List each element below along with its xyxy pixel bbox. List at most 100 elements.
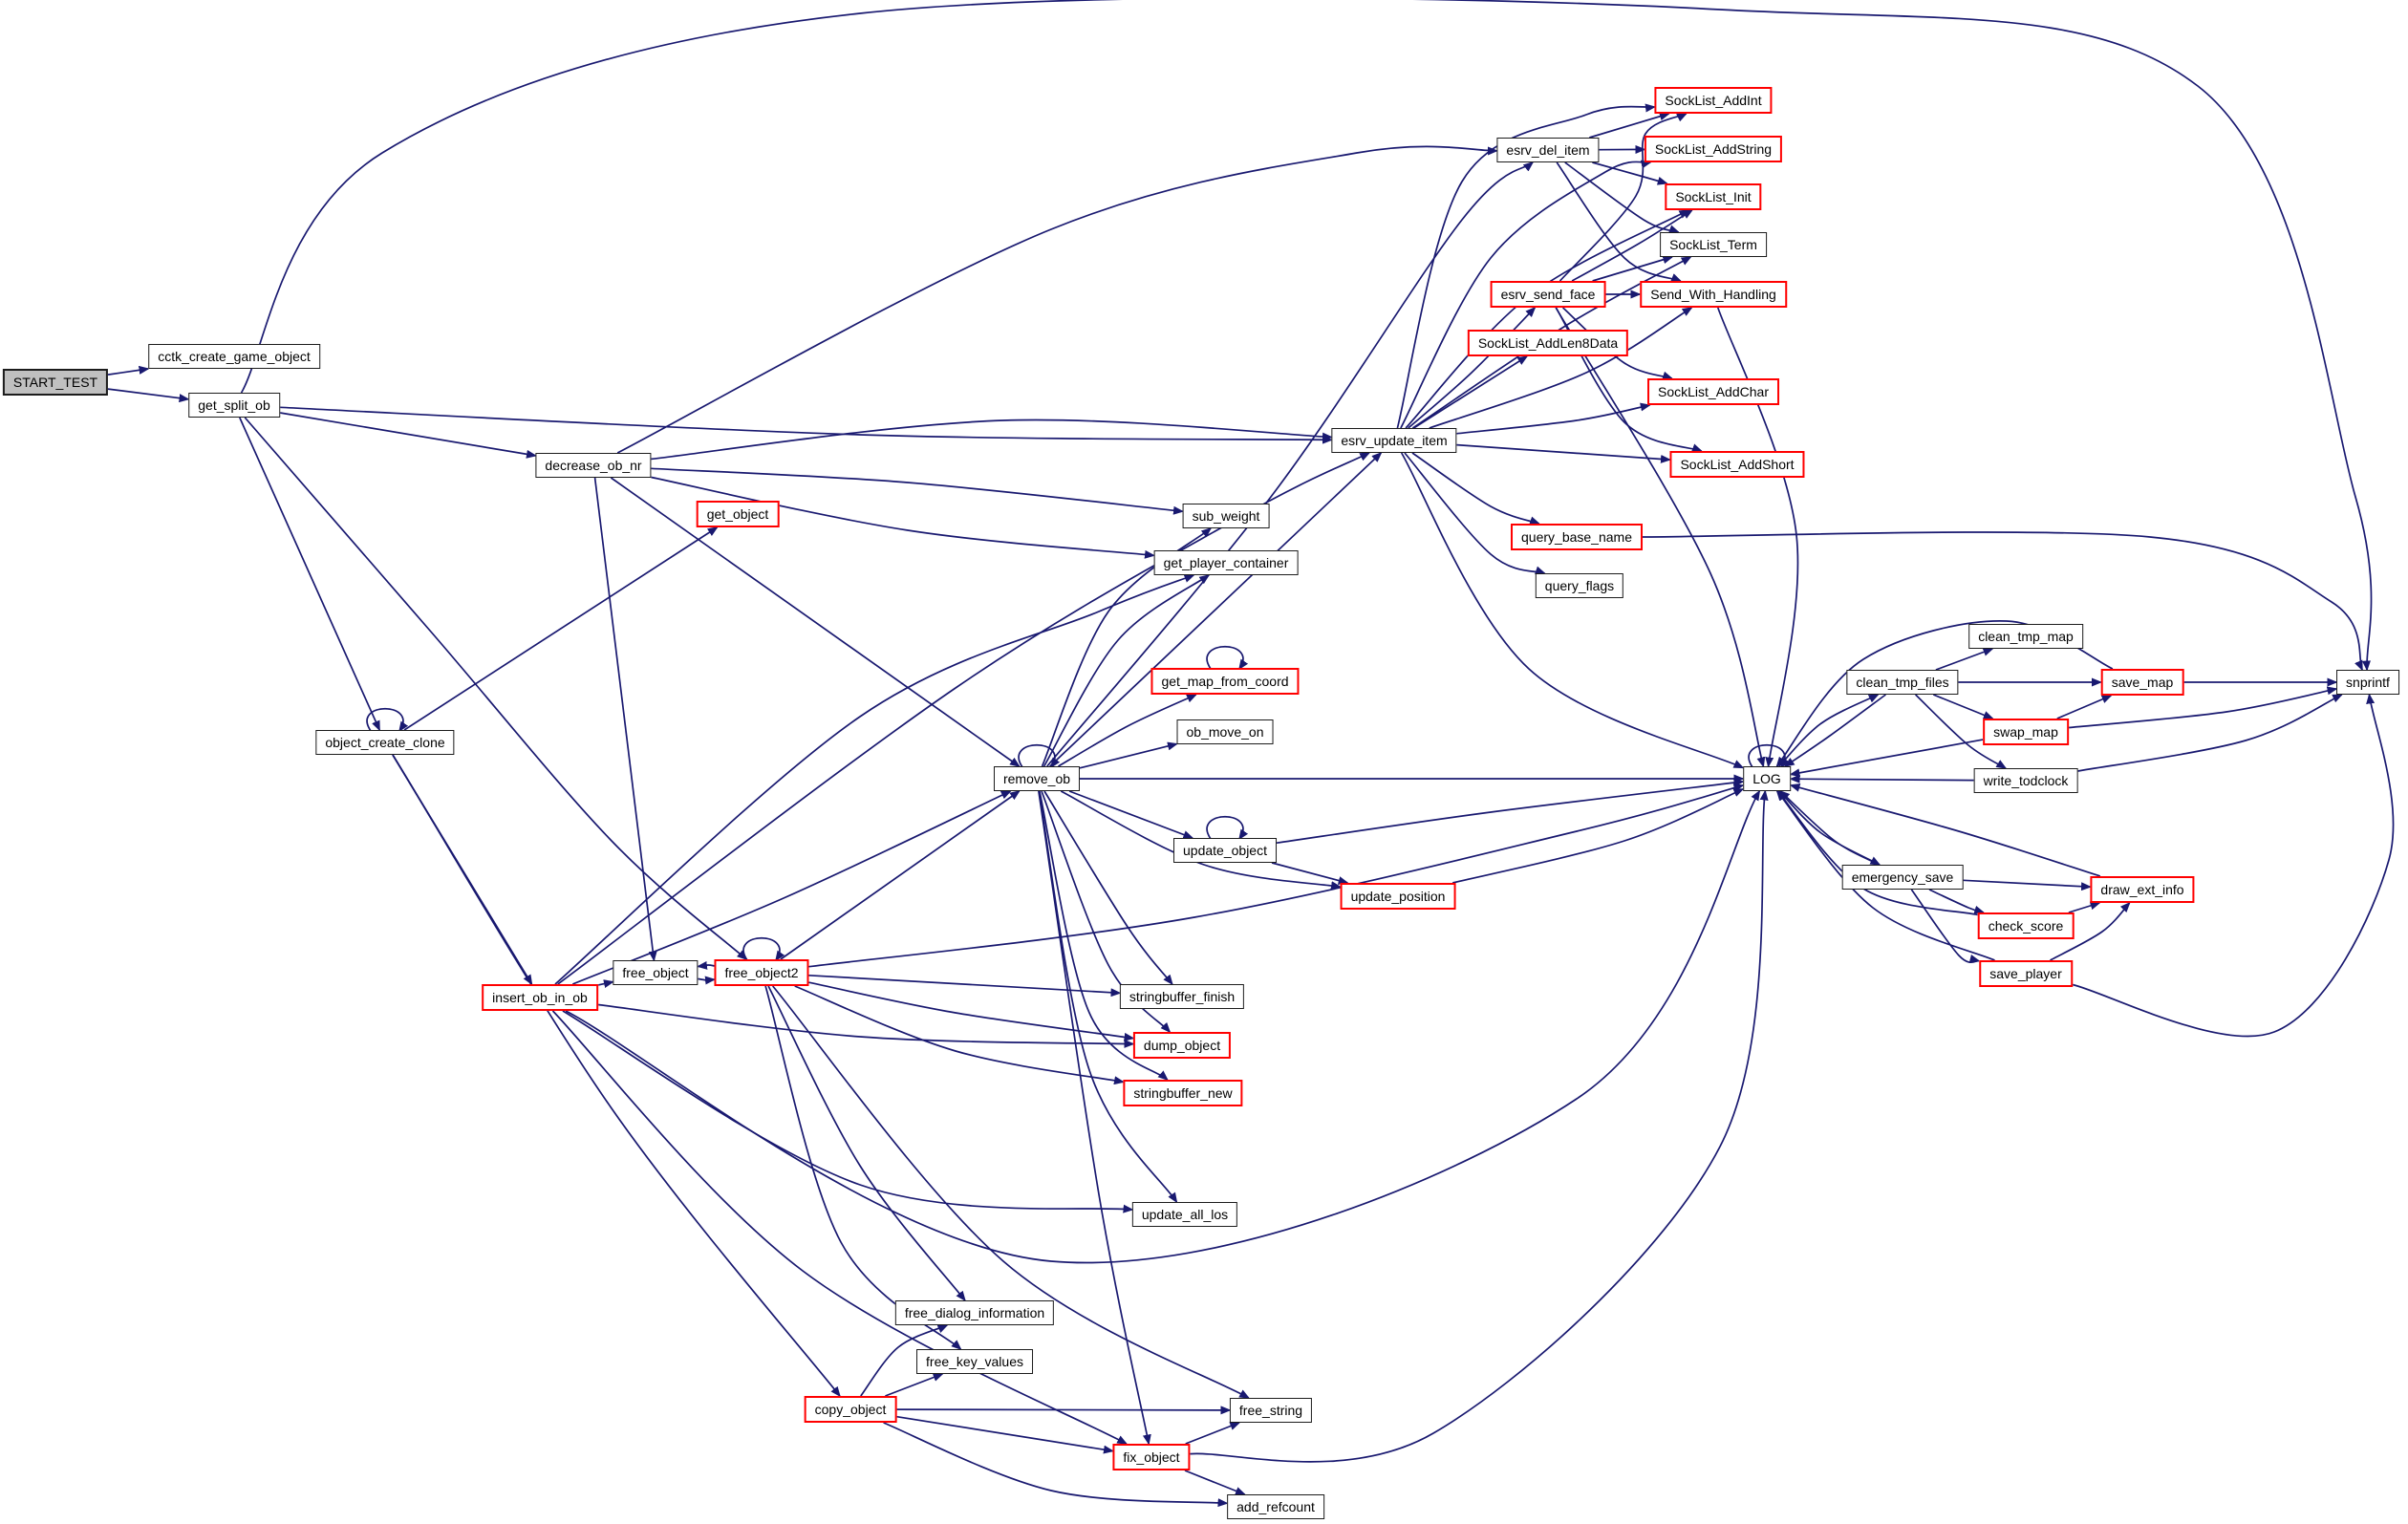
node-get_player_container[interactable]: get_player_container: [1153, 550, 1299, 575]
node-SockList_AddShort[interactable]: SockList_AddShort: [1669, 451, 1805, 478]
node-SockList_AddString[interactable]: SockList_AddString: [1644, 136, 1783, 162]
edge-swapmap-to-snprintf: [2068, 686, 2338, 729]
node-snprintf[interactable]: snprintf: [2336, 670, 2399, 695]
node-Send_With_Handling[interactable]: Send_With_Handling: [1640, 281, 1787, 308]
edge-remob-to-esrvdel: [1046, 161, 1535, 767]
edge-decnr-to-esrvdel: [616, 145, 1498, 454]
edge-remob-to-sbf: [1043, 790, 1173, 986]
node-save_player[interactable]: save_player: [1979, 960, 2073, 987]
edge-splayer-to-log: [1775, 789, 1995, 961]
edge-copyobj-to-fkv: [885, 1373, 944, 1397]
node-update_all_los[interactable]: update_all_los: [1131, 1202, 1238, 1227]
node-START_TEST[interactable]: START_TEST: [2, 369, 109, 396]
node-object_create_clone[interactable]: object_create_clone: [315, 730, 455, 755]
edge-dei-to-log: [1789, 783, 2101, 877]
edge-ctf-to-swapmap: [1932, 694, 1994, 719]
edge-freeobj2-to-log: [808, 783, 1745, 968]
node-fix_object[interactable]: fix_object: [1112, 1444, 1191, 1470]
node-esrv_del_item[interactable]: esrv_del_item: [1496, 138, 1600, 162]
node-get_object[interactable]: get_object: [696, 501, 780, 527]
edge-decnr-to-gpc: [651, 476, 1155, 559]
node-write_todclock[interactable]: write_todclock: [1973, 768, 2078, 793]
node-SockList_Init[interactable]: SockList_Init: [1665, 183, 1762, 210]
edge-fixobj-to-freestr: [1185, 1422, 1241, 1445]
node-free_object2[interactable]: free_object2: [714, 959, 809, 986]
node-get_split_ob[interactable]: get_split_ob: [188, 393, 280, 418]
node-get_map_from_coord[interactable]: get_map_from_coord: [1150, 668, 1300, 695]
edge-esrvupd-to-sladdshort: [1456, 443, 1671, 463]
node-free_object[interactable]: free_object: [613, 960, 699, 985]
edge-insob-to-freeobj: [597, 979, 614, 988]
edge-freeobj-to-freeobj2: [698, 976, 716, 985]
node-add_refcount[interactable]: add_refcount: [1227, 1494, 1324, 1519]
node-emergency_save[interactable]: emergency_save: [1841, 865, 1964, 890]
node-stringbuffer_new[interactable]: stringbuffer_new: [1123, 1080, 1243, 1106]
edge-esave-to-dei: [1963, 879, 2092, 891]
node-copy_object[interactable]: copy_object: [804, 1396, 897, 1423]
node-sub_weight[interactable]: sub_weight: [1182, 504, 1270, 528]
node-query_base_name[interactable]: query_base_name: [1511, 524, 1643, 550]
edge-esrvupd-to-log: [1400, 452, 1745, 769]
node-swap_map[interactable]: swap_map: [1983, 719, 2069, 745]
edge-freeobj2-to-sbn: [794, 985, 1125, 1085]
edge-insob-to-gpc: [554, 574, 1195, 985]
edge-insob-to-log: [565, 789, 1761, 1264]
edge-splayer-to-dei: [2050, 901, 2131, 961]
edge-decnr-to-remob: [610, 477, 1021, 767]
node-decrease_ob_nr[interactable]: decrease_ob_nr: [535, 453, 652, 478]
edge-remob-to-subw: [1041, 527, 1213, 767]
edge-cscore-to-dei: [2068, 901, 2101, 913]
edge-copyobj-to-addref: [883, 1422, 1229, 1508]
edge-freeobj2-to-sbf: [808, 974, 1122, 998]
node-SockList_Term[interactable]: SockList_Term: [1660, 232, 1767, 257]
node-esrv_send_face[interactable]: esrv_send_face: [1490, 281, 1606, 308]
edge-wtc-to-snprintf: [2077, 694, 2344, 772]
edge-swh-to-log: [1716, 307, 1799, 768]
node-stringbuffer_finish[interactable]: stringbuffer_finish: [1119, 984, 1245, 1009]
node-query_flags[interactable]: query_flags: [1535, 573, 1624, 598]
edge-esrvupd-to-sladdstr: [1400, 160, 1652, 429]
edge-qbn-to-snprintf: [1642, 531, 2363, 672]
node-free_key_values[interactable]: free_key_values: [916, 1349, 1033, 1374]
edge-occ-to-getobj: [403, 526, 719, 731]
edge-copyobj-to-freestr: [896, 1406, 1232, 1415]
node-free_string[interactable]: free_string: [1229, 1398, 1313, 1423]
edge-updpos-to-log: [1451, 788, 1745, 884]
node-SockList_AddChar[interactable]: SockList_AddChar: [1647, 378, 1779, 405]
node-SockList_AddInt[interactable]: SockList_AddInt: [1654, 87, 1773, 114]
edge-occ-to-occ: [366, 708, 409, 733]
edge-start-to-cctk: [107, 365, 150, 376]
edge-cscore-to-log: [1776, 789, 1978, 916]
node-free_dialog_information[interactable]: free_dialog_information: [894, 1300, 1055, 1325]
edge-wtc-to-log: [1789, 774, 1974, 783]
node-dump_object[interactable]: dump_object: [1132, 1032, 1232, 1059]
node-check_score[interactable]: check_score: [1977, 912, 2075, 939]
node-save_map[interactable]: save_map: [2100, 669, 2184, 696]
edge-getsplit-to-freeobj2: [244, 417, 748, 960]
node-clean_tmp_files[interactable]: clean_tmp_files: [1846, 670, 1959, 695]
edge-getsplit-to-esrvupd: [279, 406, 1333, 444]
edge-esrvface-to-log: [1555, 307, 1766, 768]
edge-esrvface-to-slterm: [1592, 255, 1674, 282]
node-esrv_update_item[interactable]: esrv_update_item: [1331, 428, 1457, 453]
edge-esrvdel-to-swh: [1556, 161, 1683, 282]
edge-gmfc-to-gmfc: [1206, 646, 1249, 671]
node-SockList_AddLen8Data[interactable]: SockList_AddLen8Data: [1467, 330, 1629, 356]
node-ob_move_on[interactable]: ob_move_on: [1176, 719, 1274, 744]
node-insert_ob_in_ob[interactable]: insert_ob_in_ob: [482, 984, 598, 1011]
edge-copyobj-to-fdi: [860, 1324, 949, 1397]
node-update_object[interactable]: update_object: [1173, 838, 1277, 863]
edge-log-to-ctf: [1778, 694, 1880, 767]
node-clean_tmp_map[interactable]: clean_tmp_map: [1968, 624, 2083, 649]
edge-freeobj2-to-freestr: [772, 985, 1251, 1399]
node-LOG[interactable]: LOG: [1743, 766, 1791, 791]
node-draw_ext_info[interactable]: draw_ext_info: [2090, 876, 2195, 903]
node-remove_ob[interactable]: remove_ob: [993, 766, 1081, 791]
edge-freeobj2-to-fkv: [764, 985, 962, 1350]
edge-insob-to-dumpobj: [597, 1003, 1135, 1048]
edge-esrvdel-to-slterm: [1564, 161, 1680, 234]
node-update_position[interactable]: update_position: [1340, 883, 1456, 910]
node-cctk_create_game_object[interactable]: cctk_create_game_object: [148, 344, 320, 369]
edge-esrvupd-to-qbn: [1411, 452, 1541, 526]
